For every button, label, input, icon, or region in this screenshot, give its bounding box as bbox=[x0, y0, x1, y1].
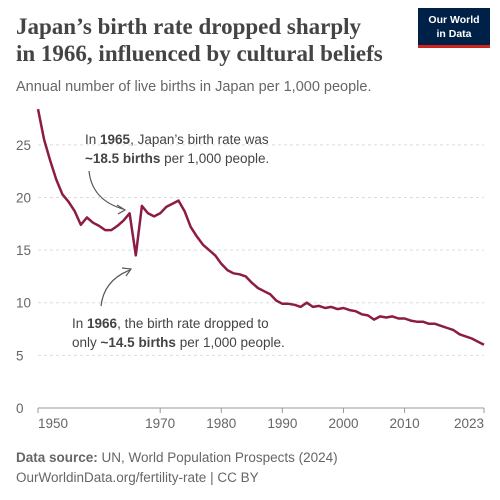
x-tick-label: 2000 bbox=[328, 416, 358, 431]
x-tick-label: 1970 bbox=[145, 416, 175, 431]
logo-text: Our World bbox=[428, 14, 479, 26]
x-tick-label: 1980 bbox=[206, 416, 236, 431]
subtitle: Annual number of live births in Japan pe… bbox=[16, 79, 371, 95]
source-part: OurWorldinData.org/fertility-rate | CC B… bbox=[16, 470, 259, 485]
annotation-part: ~18.5 births bbox=[85, 151, 160, 166]
x-tick-label: 2010 bbox=[390, 416, 420, 431]
x-tick-label: 1950 bbox=[38, 416, 68, 431]
y-tick-label: 25 bbox=[16, 138, 31, 153]
chart-title: Japan’s birth rate dropped sharply bbox=[16, 14, 362, 39]
logo-text: in Data bbox=[436, 28, 471, 40]
annotation-part: In bbox=[72, 316, 87, 331]
chart-title: in 1966, influenced by cultural beliefs bbox=[16, 41, 383, 66]
source-part: Data source: bbox=[16, 450, 98, 465]
y-tick-label: 0 bbox=[16, 401, 24, 416]
arrowhead bbox=[121, 267, 133, 277]
source: Data source: UN, World Population Prospe… bbox=[16, 450, 338, 465]
annotation: In 1965, Japan’s birth rate was bbox=[85, 132, 269, 147]
arrow bbox=[88, 170, 124, 210]
arrow bbox=[100, 269, 131, 307]
logo-bar bbox=[418, 45, 490, 48]
source: OurWorldinData.org/fertility-rate | CC B… bbox=[16, 470, 259, 485]
y-tick-label: 10 bbox=[16, 296, 31, 311]
y-tick-label: 15 bbox=[16, 243, 31, 258]
arrows bbox=[88, 170, 133, 307]
y-tick-label: 5 bbox=[16, 348, 24, 363]
annotation-part: ~14.5 births bbox=[101, 335, 176, 350]
x-tick-label: 2023 bbox=[454, 416, 484, 431]
annotation-part: 1966 bbox=[87, 316, 118, 331]
annotation: In 1966, the birth rate dropped to bbox=[72, 316, 269, 331]
annotation-part: , Japan’s birth rate was bbox=[130, 132, 269, 147]
annotation-part: per 1,000 people. bbox=[176, 335, 285, 350]
y-tick-label: 20 bbox=[16, 190, 31, 205]
source-part: UN, World Population Prospects (2024) bbox=[98, 450, 338, 465]
annotation: ~18.5 births per 1,000 people. bbox=[85, 151, 269, 166]
x-tick-label: 1990 bbox=[267, 416, 297, 431]
line bbox=[36, 108, 485, 346]
arrowhead bbox=[116, 204, 127, 215]
annotation-part: In bbox=[85, 132, 100, 147]
annotation-part: per 1,000 people. bbox=[160, 151, 269, 166]
annotation: only ~14.5 births per 1,000 people. bbox=[72, 335, 285, 350]
logo-box bbox=[418, 8, 490, 48]
annotation-part: only bbox=[72, 335, 101, 350]
annotation-part: , the birth rate dropped to bbox=[117, 316, 269, 331]
annotation-part: 1965 bbox=[100, 132, 131, 147]
